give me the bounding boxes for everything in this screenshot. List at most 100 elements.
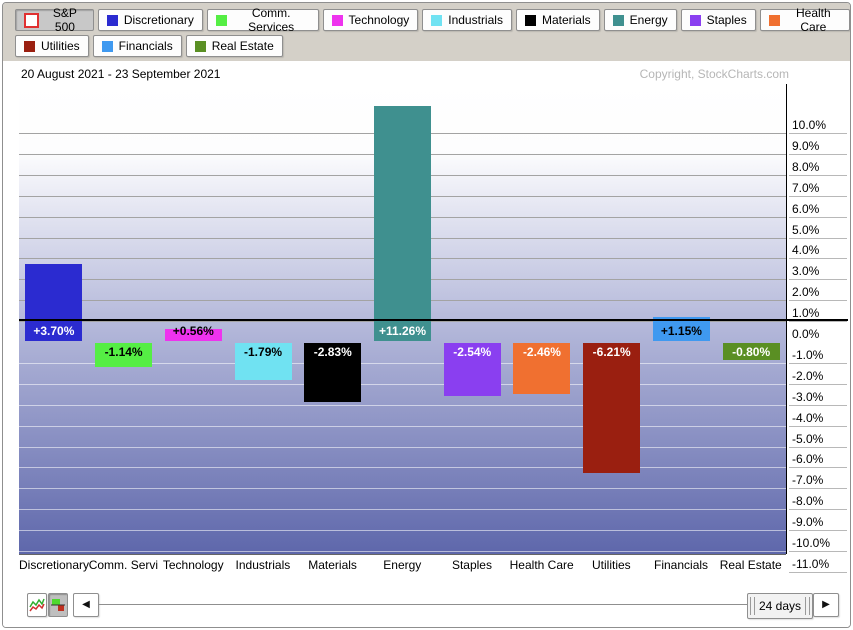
y-axis-tick-label: -10.0%	[792, 536, 831, 550]
legend-button-comm-services[interactable]: Comm. Services	[206, 6, 319, 34]
vertical-axis-line	[786, 84, 787, 554]
y-axis-tick	[789, 279, 847, 281]
y-axis-tick	[789, 237, 847, 239]
bar-value-label: -2.54%	[453, 345, 492, 359]
y-axis-tick-label: -8.0%	[792, 494, 824, 509]
gridline--4	[19, 425, 786, 427]
discretionary-swatch-icon	[106, 14, 118, 26]
legend-button-real-estate[interactable]: Real Estate	[185, 35, 283, 57]
gridline--3	[19, 404, 786, 406]
x-axis-label-financials: Financials	[654, 558, 709, 572]
legend-label: Technology	[348, 13, 410, 27]
gridline--5	[19, 446, 786, 448]
y-axis-tick	[789, 551, 847, 552]
bar-value-label: +3.70%	[33, 323, 75, 338]
scroll-right-button[interactable]: ▶	[813, 593, 839, 617]
x-axis-label-real-estate: Real Estate	[719, 558, 782, 572]
bar-energy: +11.26%	[374, 105, 431, 341]
y-axis-tick	[789, 488, 847, 490]
legend-button-industrials[interactable]: Industrials	[422, 9, 512, 31]
date-range-slider-track[interactable]	[99, 604, 749, 605]
x-axis-label-staples: Staples	[451, 558, 492, 572]
left-arrow-icon: ◀	[82, 599, 90, 610]
gridline--7	[19, 488, 786, 490]
x-axis-label-energy: Energy	[383, 558, 422, 572]
gridline--10	[19, 551, 786, 552]
technology-swatch-icon	[331, 14, 343, 26]
y-axis-tick-label: 9.0%	[792, 138, 820, 153]
legend-label: Comm. Services	[248, 6, 295, 34]
date-range-label: 20 August 2021 - 23 September 2021	[21, 67, 221, 81]
gridline--8	[19, 509, 786, 511]
bar-value-label: -6.21%	[592, 345, 631, 359]
legend-strip: S&P 500 Discretionary Comm. Services Techno…	[3, 3, 850, 61]
y-axis-tick	[789, 467, 847, 469]
legend-row-2: Utilities Financials Real Estate	[15, 35, 283, 57]
scroll-left-button[interactable]: ◀	[73, 593, 99, 617]
y-axis-tick-label: -3.0%	[792, 389, 824, 404]
bar-real-estate: -0.80%	[722, 343, 780, 360]
legend-label: Staples	[706, 13, 747, 27]
legend-button-financials[interactable]: Financials	[92, 35, 182, 57]
legend-button-materials[interactable]: Materials	[515, 9, 600, 31]
y-axis-tick-label: -7.0%	[792, 473, 824, 488]
chart-area: 20 August 2021 - 23 September 2021 Copyr…	[3, 61, 851, 628]
bar-health-care: -2.46%	[513, 343, 571, 395]
x-axis-label-materials: Materials	[308, 558, 357, 572]
x-axis-label-discretionary: Discretionary	[19, 558, 89, 572]
legend-button-discretionary[interactable]: Discretionary	[97, 9, 203, 31]
gridline--6	[19, 467, 786, 469]
y-axis-labels: 10.0% 9.0% 8.0% 7.0% 6.0% 5.0% 4.0% 3.0% 2.0% 1.0…	[787, 84, 849, 573]
legend-button-health-care[interactable]: Health Care	[759, 6, 850, 34]
line-chart-mode-button[interactable]	[27, 593, 47, 617]
legend-button-utilities[interactable]: Utilities	[15, 35, 89, 57]
bottom-toolbar: ◀ 24 days ▶	[3, 589, 851, 628]
bar-value-label: +1.15%	[660, 323, 702, 338]
histogram-mode-button[interactable]	[48, 593, 68, 617]
y-axis-tick	[789, 362, 847, 364]
x-axis-label-technology: Technology	[162, 558, 224, 572]
legend-label: Health Care	[796, 6, 831, 34]
legend-label: Utilities	[41, 39, 80, 53]
y-axis-tick-label: -2.0%	[792, 368, 824, 383]
y-axis-tick-label: -1.0%	[792, 347, 824, 362]
y-axis-tick	[789, 530, 847, 532]
y-axis-tick-label: -11.0%	[792, 556, 830, 571]
resize-grip-icon[interactable]	[839, 621, 851, 628]
y-axis-tick-label: 8.0%	[792, 159, 820, 174]
copyright-label: Copyright, StockCharts.com	[639, 67, 789, 81]
s-p-500-swatch-icon	[24, 12, 39, 28]
legend-button-technology[interactable]: Technology	[322, 9, 419, 31]
y-axis-tick-label: 5.0%	[792, 222, 820, 237]
histogram-icon	[51, 599, 65, 611]
legend-button-s-p-500[interactable]: S&P 500	[15, 6, 94, 34]
y-axis-tick-label: 3.0%	[792, 264, 820, 279]
x-axis-label-utilities: Utilities	[592, 558, 631, 572]
legend-label: S&P 500	[52, 6, 77, 34]
bar-value-label: -2.83%	[313, 345, 352, 359]
x-axis-label-health-care: Health Care	[509, 558, 574, 572]
y-axis-tick	[789, 258, 847, 260]
right-arrow-icon: ▶	[822, 599, 830, 610]
bar-technology: +0.56%	[164, 324, 222, 341]
bar-comm-services: -1.14%	[95, 343, 153, 367]
y-axis-tick	[789, 404, 847, 406]
y-axis-tick	[789, 300, 847, 302]
bar-staples: -2.54%	[443, 343, 501, 397]
bar-value-label: -0.80%	[732, 345, 771, 359]
x-axis-label-industrials: Industrials	[235, 558, 291, 572]
legend-button-energy[interactable]: Energy	[603, 9, 677, 31]
y-axis-tick-label: -5.0%	[792, 431, 824, 446]
date-range-slider-thumb[interactable]: 24 days	[747, 593, 813, 619]
gridline--1	[19, 362, 786, 364]
bar-discretionary: +3.70%	[25, 263, 83, 341]
y-axis-tick-label: 0.0%	[792, 327, 820, 341]
legend-button-staples[interactable]: Staples	[680, 9, 756, 31]
y-axis-tick-label: -9.0%	[792, 515, 824, 530]
y-axis-tick-label: 10.0%	[792, 118, 827, 132]
legend-label: Real Estate	[211, 39, 274, 53]
x-axis-label-comm-services: Comm. Services	[88, 558, 159, 572]
y-axis-tick	[789, 571, 847, 573]
thumb-grip-right	[805, 597, 810, 615]
